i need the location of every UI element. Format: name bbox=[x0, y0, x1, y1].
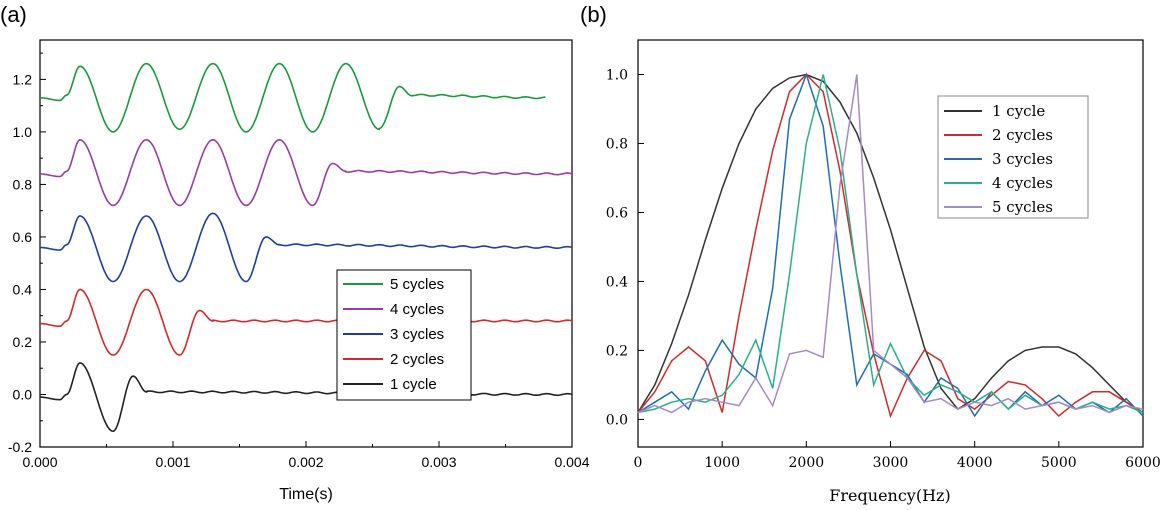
x-tick-label-b: 0 bbox=[634, 455, 643, 471]
legend-box-b bbox=[937, 95, 1089, 219]
y-tick-label-b: 0.2 bbox=[606, 343, 628, 359]
series-line-b-0 bbox=[637, 73, 1144, 414]
x-axis-a: 0.000 0.001 0.002 0.003 0.004 bbox=[22, 441, 590, 470]
series-line-b-1 bbox=[637, 73, 1144, 419]
y-tick-label-a: 0.2 bbox=[13, 334, 33, 350]
y-tick-label-b: 0.8 bbox=[606, 136, 628, 152]
x-tick-label-a: 0.002 bbox=[288, 454, 323, 470]
y-axis-b: 0.0 0.2 0.4 0.6 0.8 1.0 bbox=[606, 67, 644, 428]
y-tick-label-b: 1.0 bbox=[606, 67, 628, 83]
legend-label-b: 1 cycle bbox=[992, 102, 1045, 120]
panel-a-label: (a) bbox=[0, 2, 27, 27]
x-tick-label-a: 0.000 bbox=[22, 454, 57, 470]
legend-label-b: 2 cycles bbox=[992, 126, 1053, 144]
x-tick-label-a: 0.001 bbox=[155, 454, 190, 470]
panel-b-label: (b) bbox=[580, 2, 607, 27]
y-tick-label-b: 0.6 bbox=[606, 205, 628, 221]
panel-a-chart: -0.20.00.20.40.60.81.01.2 0.000 0.001 0.00… bbox=[8, 39, 590, 503]
panel-b-chart: 0.0 0.2 0.4 0.6 0.8 1.0 0 1000 2000 3000 4000 5000… bbox=[606, 39, 1161, 505]
x-tick-label-a: 0.004 bbox=[554, 454, 589, 470]
series-line-a-3 bbox=[40, 288, 573, 356]
y-tick-label-a: 0.8 bbox=[13, 176, 33, 192]
y-tick-label-a: -0.2 bbox=[8, 439, 32, 455]
y-tick-label-b: 0.0 bbox=[606, 412, 628, 428]
x-tick-label-b: 6000 bbox=[1125, 455, 1161, 471]
x-axis-label-b: Frequency(Hz) bbox=[829, 486, 950, 505]
y-tick-label-b: 0.4 bbox=[606, 274, 628, 290]
x-tick-label-b: 2000 bbox=[789, 455, 825, 471]
legend-label-a: 4 cycles bbox=[390, 301, 444, 318]
series-lines-a bbox=[39, 62, 573, 433]
y-axis-a: -0.2 0.0 0.2 0.4 0.6 0.8 1.0 1.2 bbox=[8, 52, 46, 455]
legend-label-b: 3 cycles bbox=[992, 150, 1053, 168]
series-line-b-4 bbox=[637, 74, 1144, 414]
x-tick-label-b: 5000 bbox=[1041, 455, 1077, 471]
legend-label-b: 5 cycles bbox=[992, 198, 1053, 216]
legend-label-a: 2 cycles bbox=[390, 351, 444, 368]
x-tick-label-b: 3000 bbox=[873, 455, 909, 471]
y-tick-label-a: 1.2 bbox=[13, 71, 33, 87]
series-line-a-0 bbox=[40, 62, 546, 133]
legend-label-a: 5 cycles bbox=[390, 276, 444, 293]
series-line-a-2 bbox=[39, 212, 573, 283]
series-line-a-1 bbox=[40, 138, 573, 207]
y-tick-label-a: 0.4 bbox=[13, 281, 33, 297]
legend-label-b: 4 cycles bbox=[992, 174, 1053, 192]
series-lines-b bbox=[637, 72, 1144, 419]
x-axis-label-a: Time(s) bbox=[279, 486, 333, 503]
legend-a: 5 cycles 4 cycles 3 cycles 2 cycles 1 cycle bbox=[336, 269, 472, 401]
x-tick-label-a: 0.003 bbox=[421, 454, 456, 470]
x-tick-label-b: 1000 bbox=[704, 455, 740, 471]
legend-b: 1 cycle 2 cycles 3 cycles 4 cycles 5 cycles bbox=[937, 95, 1089, 219]
legend-label-a: 1 cycle bbox=[390, 376, 437, 393]
x-tick-label-b: 4000 bbox=[957, 455, 993, 471]
series-line-a-4 bbox=[40, 362, 573, 433]
y-tick-label-a: 0.6 bbox=[13, 229, 33, 245]
y-tick-label-a: 0.0 bbox=[13, 386, 33, 402]
plot-area-a bbox=[39, 39, 573, 448]
legend-label-a: 3 cycles bbox=[390, 326, 444, 343]
y-tick-label-a: 1.0 bbox=[13, 124, 33, 140]
x-axis-b: 0 1000 2000 3000 4000 5000 6000 bbox=[634, 441, 1161, 471]
